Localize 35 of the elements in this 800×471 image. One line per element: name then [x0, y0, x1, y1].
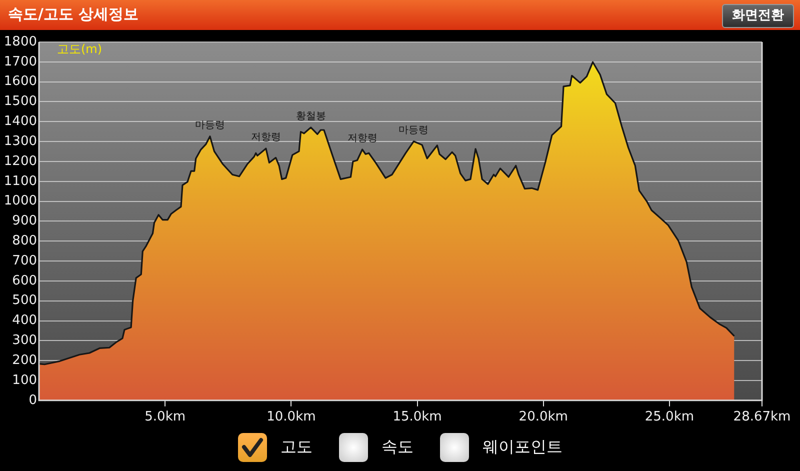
- y-tick-label: 1000: [4, 194, 37, 209]
- y-tick-label: 900: [12, 214, 37, 229]
- annotation: 마등령: [194, 120, 225, 131]
- y-tick-label: 1200: [4, 154, 37, 169]
- y-tick-label: 1800: [4, 34, 37, 50]
- y-tick-label: 800: [12, 233, 37, 248]
- y-tick-label: 1300: [4, 134, 37, 149]
- y-tick-label: 1500: [4, 94, 37, 110]
- x-tick-label: 25.0km: [644, 410, 694, 425]
- x-tick-label: 20.0km: [518, 410, 568, 425]
- y-tick-label: 1700: [4, 54, 37, 70]
- y-tick-label: 600: [12, 273, 37, 288]
- text: 웨이포인트: [482, 436, 562, 458]
- y-tick-label: 1600: [4, 74, 37, 90]
- y-tick-label: 1400: [4, 114, 37, 130]
- y-tick-label: 200: [12, 352, 37, 368]
- legend-label: 고도: [280, 436, 312, 458]
- y-tick-label: 300: [12, 333, 37, 348]
- text: 화면전환: [722, 4, 794, 28]
- y-tick-label: 100: [12, 372, 37, 388]
- y-tick-label: 0: [28, 392, 37, 408]
- y-tick-label: 400: [12, 313, 37, 328]
- annotation: 황철봉: [296, 111, 326, 122]
- y-tick-label: 1100: [4, 174, 37, 189]
- x-tick-label: 5.0km: [144, 410, 186, 425]
- chart-title: 속도/고도 상세정보: [8, 5, 139, 24]
- y-tick-label: 500: [12, 293, 37, 308]
- x-tick-label: 15.0km: [392, 410, 442, 425]
- text: 속도: [382, 436, 414, 458]
- annotation: 저항령: [250, 132, 281, 144]
- y-axis-title: 고도(m): [57, 42, 102, 56]
- x-tick-label: 10.0km: [266, 410, 316, 425]
- annotation: 마등령: [398, 124, 429, 136]
- x-tick-label: 28.67km: [733, 410, 791, 425]
- y-tick-label: 700: [12, 253, 37, 268]
